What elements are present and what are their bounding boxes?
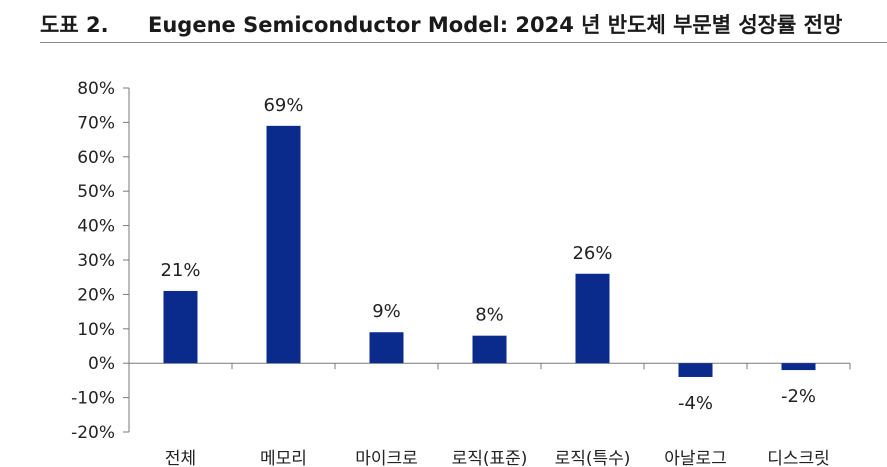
y-tick-label: 50% xyxy=(77,182,115,202)
y-tick-label: -10% xyxy=(71,389,115,409)
bar-2 xyxy=(266,125,301,364)
title-divider xyxy=(40,42,887,43)
x-tick-label: 아날로그 xyxy=(664,449,727,467)
x-tick-label: 전체 xyxy=(165,449,196,467)
y-tick-label: 80% xyxy=(77,79,115,99)
y-tick-label: 30% xyxy=(77,251,115,271)
data-label: -4% xyxy=(678,393,713,414)
data-label: 21% xyxy=(160,260,200,281)
data-label: 9% xyxy=(372,301,401,322)
data-label: 26% xyxy=(572,243,612,264)
x-tick-label: 로직(특수) xyxy=(555,449,631,467)
data-label: 8% xyxy=(475,305,504,326)
bar-6 xyxy=(678,363,713,377)
bar-3 xyxy=(369,332,404,364)
y-tick-label: 0% xyxy=(88,354,115,374)
title-row: 도표 2. Eugene Semiconductor Model: 2024 년… xyxy=(0,0,887,44)
y-tick-label: -20% xyxy=(71,423,115,443)
data-label: -2% xyxy=(781,386,816,407)
bar-5 xyxy=(575,273,610,364)
chart-title: Eugene Semiconductor Model: 2024 년 반도체 부… xyxy=(148,13,843,37)
y-tick-label: 70% xyxy=(77,113,115,133)
data-label: 69% xyxy=(263,95,303,116)
bar-7 xyxy=(781,363,816,371)
x-tick-label: 마이크로 xyxy=(355,449,418,467)
y-tick-label: 20% xyxy=(77,285,115,305)
bar-4 xyxy=(472,335,507,364)
x-tick-label: 디스크릿 xyxy=(767,449,830,467)
y-tick-label: 40% xyxy=(77,217,115,237)
y-tick-label: 60% xyxy=(77,148,115,168)
bar-1 xyxy=(163,290,198,364)
y-tick-label: 10% xyxy=(77,320,115,340)
figure-label: 도표 2. xyxy=(40,13,109,37)
x-tick-label: 로직(표준) xyxy=(452,449,528,467)
x-tick-label: 메모리 xyxy=(260,449,307,467)
